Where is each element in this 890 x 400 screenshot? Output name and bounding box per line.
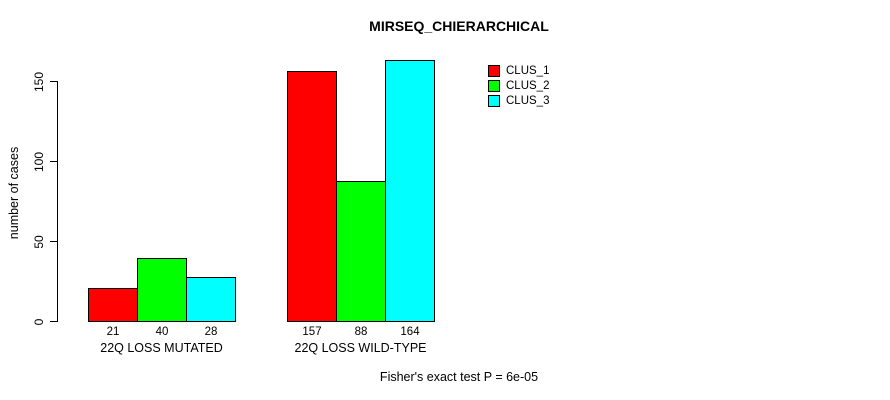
legend: CLUS_1 CLUS_2 CLUS_3 [488,63,549,108]
bar-clus_2-1 [137,258,188,322]
x-category-label: 22Q LOSS MUTATED [100,341,223,355]
y-tick-label: 150 [32,71,46,93]
y-tick-label: 100 [32,151,46,173]
bar-value-label: 164 [400,326,420,338]
y-axis-label: number of cases [7,146,21,240]
x-category-label: 22Q LOSS WILD-TYPE [294,341,427,355]
legend-swatch-icon [488,79,500,92]
bar-clus_3-2 [385,59,436,322]
bar-clus_2-2 [336,181,387,322]
bar-value-label: 88 [354,326,368,338]
footer-annotation: Fisher's exact test P = 6e-05 [379,370,539,384]
bar-clus_1-2 [287,70,338,322]
y-tick-mark [50,81,58,83]
y-tick-mark [50,321,58,323]
y-tick-mark [50,241,58,243]
bar-clus_3-1 [186,277,237,322]
bar-clus_1-1 [88,288,139,322]
bar-value-label: 40 [155,326,169,338]
chart-title: MIRSEQ_CHIERARCHICAL [369,18,549,34]
legend-item-clus_2: CLUS_2 [488,78,549,93]
bar-value-label: 28 [204,326,218,338]
legend-item-clus_3: CLUS_3 [488,93,549,108]
legend-swatch-icon [488,94,500,107]
y-axis-line [57,82,58,322]
y-tick-mark [50,161,58,163]
legend-label: CLUS_2 [506,79,550,92]
bar-value-label: 21 [106,326,120,338]
legend-item-clus_1: CLUS_1 [488,63,549,78]
y-tick-label: 50 [32,235,46,249]
legend-label: CLUS_3 [506,94,550,107]
legend-label: CLUS_1 [506,64,550,77]
y-tick-label: 0 [32,318,46,326]
legend-swatch-icon [488,64,500,77]
bar-value-label: 157 [302,326,322,338]
